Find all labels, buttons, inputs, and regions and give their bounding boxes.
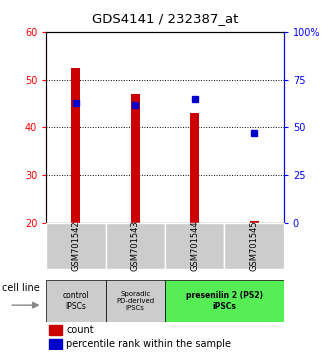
Bar xyxy=(250,221,259,223)
Text: Sporadic
PD-derived
iPSCs: Sporadic PD-derived iPSCs xyxy=(116,291,154,311)
Bar xyxy=(46,223,106,269)
Text: GDS4141 / 232387_at: GDS4141 / 232387_at xyxy=(92,12,238,25)
Bar xyxy=(165,223,224,269)
Text: percentile rank within the sample: percentile rank within the sample xyxy=(66,339,231,349)
Text: GSM701542: GSM701542 xyxy=(71,221,81,272)
Text: control
IPSCs: control IPSCs xyxy=(62,291,89,310)
Bar xyxy=(224,223,284,269)
Text: cell line: cell line xyxy=(2,283,40,293)
Bar xyxy=(49,325,62,335)
Bar xyxy=(46,280,106,322)
Bar xyxy=(131,94,140,223)
Bar xyxy=(72,68,81,223)
Text: GSM701544: GSM701544 xyxy=(190,221,199,272)
Bar xyxy=(106,223,165,269)
Bar xyxy=(190,113,199,223)
Bar xyxy=(165,280,284,322)
Bar xyxy=(49,339,62,349)
Text: presenilin 2 (PS2)
iPSCs: presenilin 2 (PS2) iPSCs xyxy=(186,291,263,310)
Text: GSM701545: GSM701545 xyxy=(249,221,259,272)
Text: count: count xyxy=(66,325,94,335)
Bar xyxy=(106,280,165,322)
Text: GSM701543: GSM701543 xyxy=(131,221,140,272)
